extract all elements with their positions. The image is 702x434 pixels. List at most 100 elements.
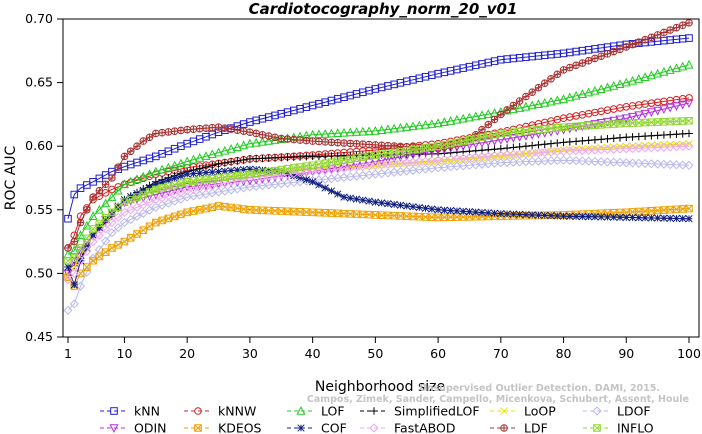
x-tick-label: 1 (64, 346, 72, 361)
data-point-inflo (365, 152, 373, 160)
legend-label-kdeos: KDEOS (218, 421, 262, 434)
chart-title: Cardiotocography_norm_20_v01 (249, 0, 518, 18)
data-point-cof (377, 199, 386, 207)
data-point-cof (365, 197, 373, 205)
legend-marker-cof (297, 424, 305, 432)
data-point-odin (653, 106, 663, 116)
y-tick-label: 0.70 (25, 11, 53, 26)
data-point-lof (508, 104, 518, 114)
data-point-fastabod (640, 143, 650, 153)
data-point-lof (157, 164, 167, 174)
data-point-cof (83, 244, 91, 252)
data-point-lof (132, 174, 142, 184)
data-point-kdeos (183, 208, 191, 217)
data-point-lof (559, 94, 569, 103)
data-point-ldof (527, 156, 537, 167)
legend-item-knn: kNN (100, 404, 160, 419)
data-point-ldof (640, 158, 650, 169)
data-point-inflo (164, 182, 173, 191)
series-inflo (64, 116, 693, 265)
data-point-ldof (565, 155, 575, 166)
legend-label-lof: LOF (321, 404, 345, 419)
legend-label-ldof: LDOF (617, 404, 651, 419)
data-point-inflo (195, 176, 204, 185)
data-point-ldf (252, 129, 260, 138)
data-point-ldf (133, 142, 141, 150)
legend-label-fastabod: FastABOD (394, 421, 456, 434)
plot-frame (62, 18, 700, 338)
data-point-simplifiedlof (214, 160, 223, 168)
data-point-lof (188, 154, 198, 164)
data-point-odin (170, 186, 180, 195)
data-point-inflo (271, 166, 279, 175)
data-point-odin (678, 100, 688, 110)
data-point-cof (170, 174, 179, 182)
data-point-loop (566, 145, 574, 154)
data-point-inflo (76, 244, 85, 252)
data-point-lof (88, 211, 98, 220)
data-point-ldof (634, 158, 644, 168)
data-point-lof (678, 61, 688, 71)
data-point-fastabod (671, 142, 682, 152)
data-point-knn (685, 34, 693, 42)
data-point-ldf (302, 136, 311, 145)
data-point-odin (621, 114, 631, 124)
data-point-inflo (158, 184, 166, 192)
data-point-ldof (69, 299, 79, 309)
data-point-ldof (609, 157, 619, 167)
data-point-cof (384, 200, 392, 208)
data-point-inflo (453, 138, 461, 147)
data-point-ldf (678, 21, 687, 29)
data-point-ldof (584, 156, 594, 166)
data-point-cof (509, 210, 518, 218)
x-tick-label: 60 (430, 346, 446, 361)
x-tick-label: 20 (179, 346, 195, 361)
data-point-ldof (627, 158, 638, 168)
data-point-cof (566, 212, 574, 220)
credit-line-authors: Campos, Zimek, Sander, Campello, Micenko… (307, 394, 689, 405)
data-point-lof (82, 220, 92, 230)
data-point-lof (239, 140, 249, 150)
data-point-ldf (666, 26, 674, 34)
data-point-ldof (515, 157, 525, 167)
data-point-inflo (315, 160, 323, 169)
data-point-odin (157, 189, 167, 199)
data-point-ldf (672, 23, 681, 32)
data-point-odin (477, 139, 487, 148)
data-point-lof (628, 75, 638, 85)
data-point-cof (246, 165, 254, 173)
y-tick-label: 0.65 (25, 75, 53, 90)
data-point-simplifiedlof (559, 138, 568, 147)
data-point-cof (114, 202, 122, 210)
data-point-fastabod (558, 146, 569, 156)
data-point-cof (352, 195, 361, 203)
data-point-lof (257, 136, 267, 146)
data-point-kdeos (189, 207, 198, 215)
data-point-inflo (145, 188, 154, 196)
data-point-odin (533, 129, 543, 139)
data-point-lof (634, 74, 644, 83)
data-point-inflo (509, 128, 518, 137)
data-point-cof (597, 213, 605, 221)
data-point-cof (70, 281, 78, 289)
data-point-inflo (277, 165, 286, 174)
data-point-inflo (246, 170, 254, 178)
data-point-inflo (133, 193, 141, 201)
data-point-lof (176, 158, 186, 168)
data-point-cof (503, 210, 511, 218)
data-point-lof (546, 96, 556, 106)
data-point-inflo (415, 145, 424, 153)
data-point-ldf (183, 125, 191, 134)
data-point-inflo (101, 214, 110, 222)
data-point-ldf (95, 187, 104, 195)
series-kdeos (64, 202, 693, 290)
data-point-lof (94, 204, 104, 214)
data-point-fastabod (596, 145, 606, 155)
data-point-cof (152, 180, 160, 189)
data-point-cof (158, 178, 166, 186)
data-point-odin (163, 187, 173, 197)
data-point-fastabod (69, 268, 79, 279)
data-point-ldof (558, 155, 569, 165)
data-point-cof (685, 215, 693, 223)
data-point-odin (182, 183, 192, 192)
